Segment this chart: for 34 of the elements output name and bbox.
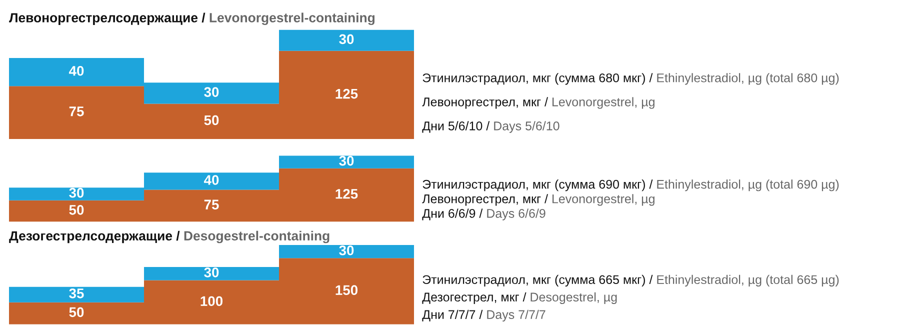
data-label: 75 — [204, 200, 219, 210]
data-label: 35 — [69, 288, 84, 298]
data-label: 150 — [336, 285, 358, 296]
bar — [9, 286, 144, 302]
data-label: 50 — [69, 307, 84, 318]
series-label: Левоноргестрел, мкг / Levonorgestrel, µg — [422, 97, 654, 109]
data-label: 50 — [69, 204, 84, 215]
data-label: 40 — [204, 175, 219, 185]
data-label: 30 — [339, 156, 354, 166]
data-label: 100 — [200, 296, 223, 306]
data-label: 30 — [204, 87, 219, 97]
series-label: Левоноргестрел, мкг / Levonorgestrel, µg — [422, 194, 654, 206]
data-label: 30 — [69, 188, 84, 198]
bar — [279, 30, 414, 51]
data-label: 30 — [204, 268, 219, 278]
data-label: 50 — [204, 115, 219, 126]
bar — [279, 156, 414, 168]
data-label: 30 — [339, 245, 354, 256]
data-label: 30 — [339, 34, 354, 44]
data-label: 125 — [336, 188, 358, 199]
bar — [279, 244, 414, 258]
chart-title: Дезогестрелсодержащие / Desogestrel-containing — [9, 230, 330, 244]
data-label: 75 — [69, 106, 84, 116]
text: Дни 5/6/10 / Days 5/6/10 — [422, 121, 560, 133]
data-label: 125 — [336, 88, 358, 99]
series-label: Этинилэстрадиол, мкг (сумма 690 мкг) / Ethinylestradiol, µg (total 690 µg) — [422, 180, 839, 192]
series-label: Этинилэстрадиол, мкг (сумма 680 мкг) / Ethinylestradiol, µg (total 680 µg) — [422, 73, 839, 85]
text: Дни 6/6/9 / Days 6/6/9 — [422, 208, 546, 220]
series-label: Этинилэстрадиол, мкг (сумма 665 мкг) / Ethinylestradiol, µg (total 665 µg) — [422, 274, 839, 287]
text: Дни 7/7/7 / Days 7/7/7 — [422, 310, 546, 322]
series-label: Дезогестрел, мкг / Desogestrel, µg — [422, 292, 617, 304]
data-label: 40 — [68, 66, 84, 76]
bar — [144, 267, 279, 280]
chart-title: Левоноргестрелсодержащие / Levonorgestrel-containing — [9, 12, 374, 26]
